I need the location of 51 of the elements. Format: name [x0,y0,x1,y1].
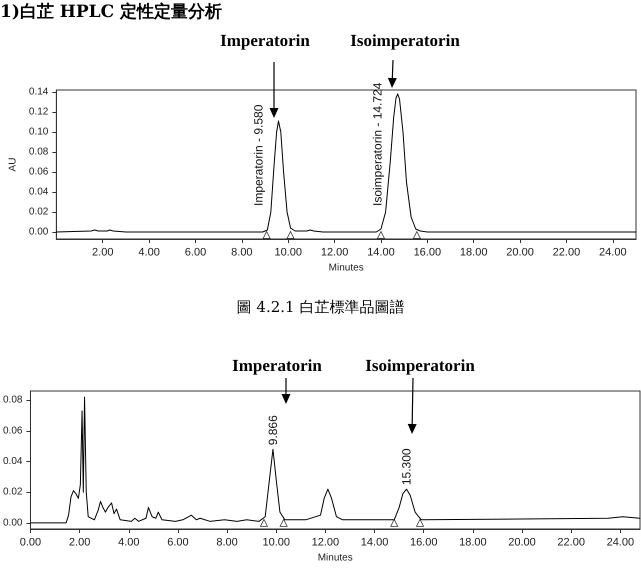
x-tick-label: 4.00 [138,246,160,258]
x-tick-label: 4.00 [118,536,140,548]
x-tick-label: 18.00 [459,536,487,548]
text: Imperatorin [232,356,322,376]
y-tick-label: 0.06 [2,425,23,436]
x-tick-label: 8.00 [216,536,238,548]
x-tick-label: 16.00 [414,246,442,258]
x-tick-label: 20.00 [506,246,534,258]
y-tick-label: 0.12 [28,106,49,118]
y-tick-label: 0.04 [28,186,49,198]
x-tick-label: 6.00 [167,536,189,548]
text: Imperatorin [220,31,310,51]
x-tick-label: 0.00 [20,536,42,548]
y-tick-label: 0.00 [2,517,23,528]
annotation: 15.300 [400,448,414,486]
x-tick-label: 24.00 [606,536,634,548]
x-tick-label: 14.00 [367,246,395,258]
text: Isoimperatorin [365,356,475,376]
y-tick-label: 0.04 [2,456,23,468]
y-tick-label: 0.02 [2,486,23,498]
y-axis-title: AU [8,158,18,172]
y-tick-label: 0.14 [28,86,49,98]
x-tick-label: 2.00 [68,536,90,548]
x-tick-label: 12.00 [312,536,340,548]
y-tick-label: 0.08 [2,394,23,406]
x-tick-label: 12.00 [320,246,348,258]
x-tick-label: 8.00 [231,246,253,258]
y-tick-label: 0.08 [28,146,49,158]
y-tick-label: 0.02 [28,206,49,218]
x-tick-label: 10.00 [262,536,290,548]
y-tick-label: 0.00 [28,226,49,238]
x-tick-label: 10.00 [274,246,302,258]
caption: 圖 4.2.1 白芷標準品圖譜 [236,298,406,317]
text: Isoimperatorin [350,31,460,51]
x-tick-label: 24.00 [599,246,627,258]
y-tick-label: 0.06 [28,166,49,178]
x-axis-title: Minutes [328,262,364,274]
y-tick-label: 0.10 [28,126,49,138]
x-tick-label: 22.00 [557,536,585,548]
x-axis-title: Minutes [318,552,353,564]
annotation: Isoimperatorin - 14.724 [370,82,385,206]
x-tick-label: 14.00 [360,536,388,548]
x-tick-label: 6.00 [184,246,206,258]
x-tick-label: 20.00 [508,536,536,548]
annotation: 9.866 [266,414,280,446]
x-tick-label: 2.00 [92,246,114,258]
x-tick-label: 18.00 [460,246,488,258]
chart-title: 1)白芷 HPLC 定性定量分析 [0,2,222,22]
annotation: Imperatorin - 9.580 [251,104,266,206]
x-tick-label: 16.00 [410,536,438,548]
x-tick-label: 22.00 [552,246,580,258]
